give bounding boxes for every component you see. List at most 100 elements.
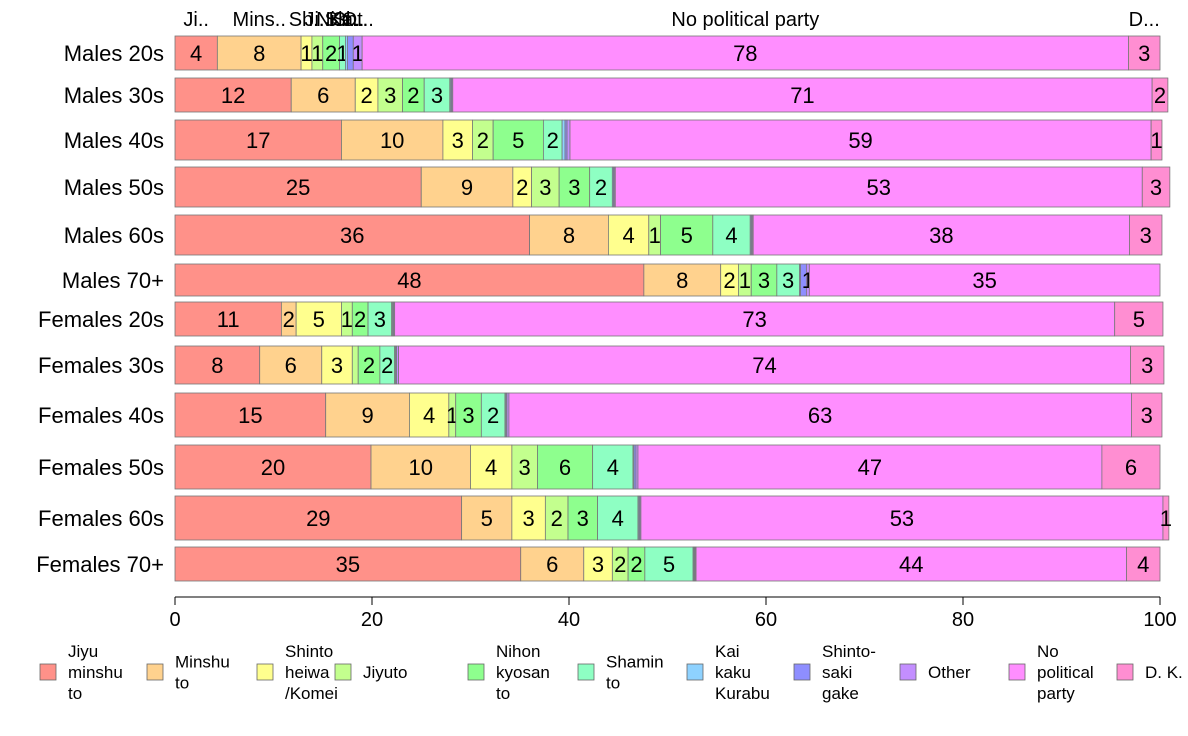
bar-row: 12 6 2 3 2 3 71 2 xyxy=(174,77,1169,113)
data-label: 2 xyxy=(381,353,393,378)
legend-swatch xyxy=(686,663,704,681)
data-label: 3 xyxy=(374,307,386,332)
top-category-label: Ji.. xyxy=(183,9,209,31)
data-label: 47 xyxy=(858,455,882,480)
data-label: 1 xyxy=(352,41,364,66)
bar-segment xyxy=(174,546,522,582)
bar-segment xyxy=(531,166,560,208)
legend-item: Jiyuto xyxy=(334,663,407,682)
legend-swatch xyxy=(899,663,917,681)
top-category-label: Ka.. xyxy=(329,9,365,31)
bar-segment xyxy=(341,119,444,161)
legend-item: Shinto heiwa/Komei xyxy=(256,642,338,703)
data-label: 1 xyxy=(311,41,323,66)
bar-segment xyxy=(567,495,598,541)
data-label: 5 xyxy=(663,552,675,577)
bar-segment xyxy=(640,495,1164,541)
bar-segment xyxy=(216,35,302,71)
data-label: 3 xyxy=(568,175,580,200)
legend-label: Kai xyxy=(715,642,740,661)
legend-item: Minshu to xyxy=(146,653,230,693)
data-label: 3 xyxy=(1141,403,1153,428)
legend-label: /Komei xyxy=(285,684,338,703)
data-label: 8 xyxy=(253,41,265,66)
legend-swatch xyxy=(334,663,352,681)
y-tick-label: Males 70+ xyxy=(62,268,164,293)
legend-label: heiwa xyxy=(285,663,330,682)
bar-segment xyxy=(174,119,342,161)
top-category-label: D... xyxy=(1129,9,1160,31)
legend-swatch xyxy=(793,663,811,681)
bar-segment xyxy=(592,444,634,490)
data-label: 20 xyxy=(261,455,285,480)
top-category-label: Sh.. xyxy=(289,9,325,31)
data-label: 6 xyxy=(546,552,558,577)
legend-label: kaku xyxy=(715,663,751,682)
x-tick-label: 40 xyxy=(558,609,580,631)
x-tick-label: 20 xyxy=(361,609,383,631)
bar-row: 25 9 2 3 3 2 53 3 xyxy=(174,166,1171,208)
data-label: 2 xyxy=(595,175,607,200)
data-label: 25 xyxy=(286,175,310,200)
y-tick-label: Males 40s xyxy=(64,128,164,153)
legend: Jiyu minshu to Minshu to Shinto heiwa/Komei Jiy… xyxy=(39,642,1183,703)
data-label: 3 xyxy=(1138,41,1150,66)
bar-segment xyxy=(508,392,1132,438)
bar-segment xyxy=(712,214,751,256)
legend-label: Other xyxy=(928,663,971,682)
legend-item: Jiyu minshu to xyxy=(39,642,123,703)
data-label: 63 xyxy=(808,403,832,428)
data-label: 3 xyxy=(1141,353,1153,378)
bar-segment xyxy=(174,214,531,256)
bar-row: 20 10 4 3 6 4 47 6 xyxy=(174,444,1161,490)
data-label: 3 xyxy=(431,83,443,108)
data-label: 3 xyxy=(592,552,604,577)
data-label: 1 xyxy=(1150,128,1162,153)
legend-label: to xyxy=(175,674,189,693)
data-label: 10 xyxy=(380,128,404,153)
y-tick-label: Males 60s xyxy=(64,223,164,248)
bar-segment xyxy=(752,214,1130,256)
bar-segment xyxy=(1129,214,1163,256)
data-label: 44 xyxy=(899,552,923,577)
bar-segment xyxy=(808,263,1161,297)
data-label: 2 xyxy=(1154,83,1166,108)
data-label: 38 xyxy=(929,223,953,248)
top-category-label: Sh.. xyxy=(325,9,361,31)
legend-label: Minshu xyxy=(175,653,230,672)
data-label: 1 xyxy=(300,41,312,66)
y-tick-label: Males 20s xyxy=(64,41,164,66)
y-tick-label: Females 40s xyxy=(38,403,164,428)
bar-segment xyxy=(361,35,1129,71)
data-label: 4 xyxy=(1137,552,1149,577)
data-label: 4 xyxy=(423,403,435,428)
data-label: 15 xyxy=(238,403,262,428)
legend-label: to xyxy=(68,684,82,703)
legend-item: Kai kaku Kurabu xyxy=(686,642,770,703)
data-label: 9 xyxy=(461,175,473,200)
data-label: 3 xyxy=(1140,223,1152,248)
legend-label: No xyxy=(1037,642,1059,661)
bar-row: 29 5 3 2 3 4 53 1 xyxy=(174,495,1172,541)
data-label: 1 xyxy=(1160,506,1172,531)
bar-row: 17 10 3 2 5 2 59 1 xyxy=(174,119,1163,161)
data-label: 3 xyxy=(522,506,534,531)
y-tick-label: Females 60s xyxy=(38,506,164,531)
data-label: 4 xyxy=(190,41,202,66)
data-label: 59 xyxy=(848,128,872,153)
bar-segment xyxy=(461,495,513,541)
x-tick-label: 0 xyxy=(169,609,180,631)
data-label: 9 xyxy=(361,403,373,428)
bar-segment xyxy=(520,546,585,582)
bar-segment xyxy=(608,214,650,256)
top-category-labels: Ji.. Mins.. Sh..Ji..Ni..Sh..Ka..Sh..Ot.. No… xyxy=(183,9,1159,31)
y-tick-label: Females 30s xyxy=(38,353,164,378)
bar-segment xyxy=(1130,345,1165,385)
data-label: 11 xyxy=(217,307,240,332)
legend-item: No political party xyxy=(1008,642,1094,703)
data-label: 3 xyxy=(331,353,343,378)
data-label: 10 xyxy=(409,455,433,480)
legend-label: Jiyuto xyxy=(363,663,407,682)
data-label: 2 xyxy=(283,307,295,332)
data-label: 5 xyxy=(681,223,693,248)
